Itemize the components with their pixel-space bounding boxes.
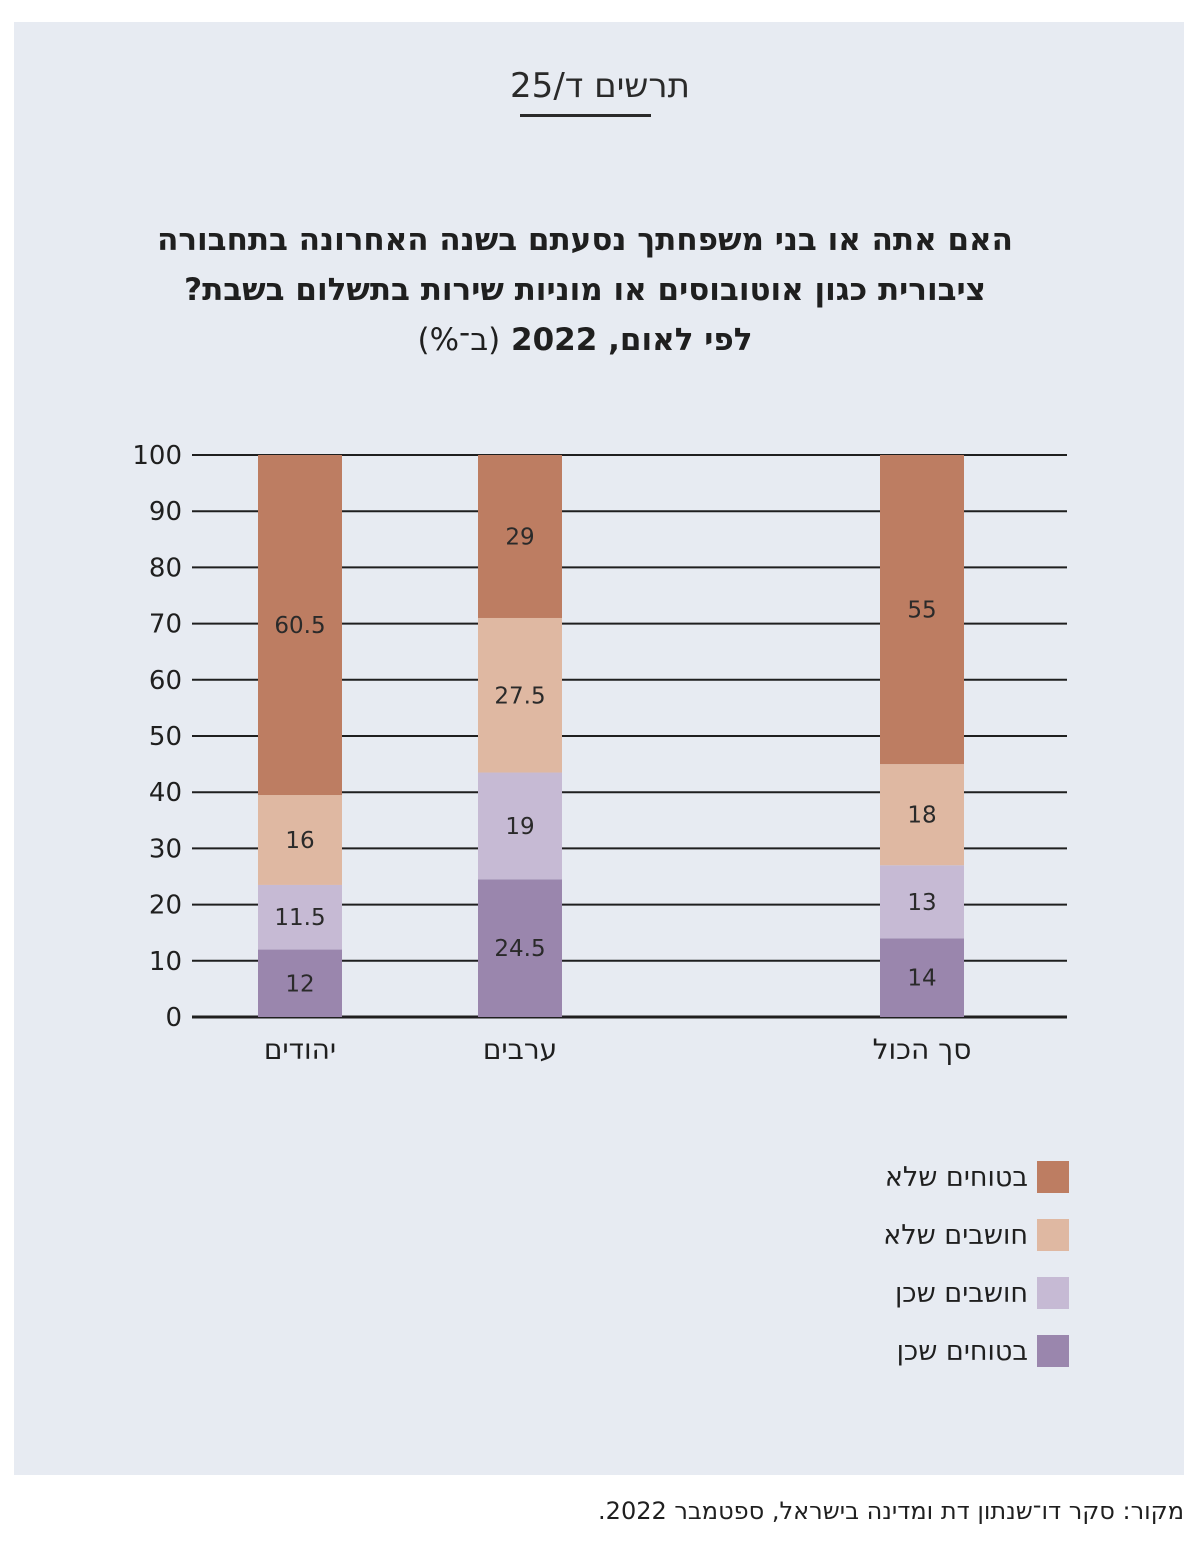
source-note: מקור: סקר דו־שנתון דת ומדינה בישראל, ספט… bbox=[598, 1497, 1184, 1525]
unit-label: (ב־%) bbox=[417, 322, 501, 358]
legend-label: בטוחים שכן bbox=[896, 1335, 1028, 1367]
y-tick-label: 50 bbox=[149, 722, 182, 752]
data-label: 11.5 bbox=[274, 905, 325, 931]
bar-segment bbox=[478, 879, 562, 1017]
y-tick-label: 40 bbox=[149, 778, 182, 808]
bar-segment bbox=[478, 617, 562, 773]
y-tick-label: 70 bbox=[149, 610, 182, 640]
chart-panel bbox=[14, 22, 1184, 1475]
stacked-bar-chart: 12 11.5 16 60.5 יהודים 24.5 19 27.5 29 ערבים 14 13 1… bbox=[132, 441, 1067, 1066]
bar-segment bbox=[478, 772, 562, 880]
labels-layer: 12 11.5 16 60.5 יהודים 24.5 19 27.5 29 ערבים 14 13 1… bbox=[132, 441, 971, 1066]
legend-swatch bbox=[1037, 1161, 1069, 1193]
legend-item: חושבים שלא bbox=[883, 1218, 1069, 1252]
y-tick-label: 100 bbox=[132, 441, 182, 471]
legend-label: חושבים שכן bbox=[894, 1277, 1028, 1309]
bar-segment bbox=[880, 938, 964, 1017]
data-label: 16 bbox=[285, 828, 314, 854]
legend-swatch bbox=[1037, 1335, 1069, 1367]
bar-segment bbox=[880, 865, 964, 939]
data-label: 14 bbox=[907, 966, 936, 992]
data-label: 24.5 bbox=[494, 936, 545, 962]
legend-label: בטוחים שלא bbox=[884, 1161, 1028, 1193]
y-tick-label: 20 bbox=[149, 891, 182, 921]
y-tick-label: 0 bbox=[165, 1003, 182, 1033]
bar-segment bbox=[258, 795, 342, 885]
legend-swatch bbox=[1037, 1219, 1069, 1251]
data-label: 60.5 bbox=[274, 613, 325, 639]
y-tick-label: 30 bbox=[149, 834, 182, 864]
figure-label: תרשים ד/25 bbox=[510, 66, 690, 106]
y-tick-label: 80 bbox=[149, 553, 182, 583]
legend: בטוחים שלא חושבים שלא חושבים שכן בטוחים שכן bbox=[883, 1160, 1069, 1392]
title-line-2: ציבורית כגון אוטובוסים או מוניות שירות ב… bbox=[184, 272, 986, 308]
category-label: סך הכול bbox=[873, 1033, 972, 1066]
category-label: ערבים bbox=[483, 1033, 557, 1066]
subtitle-text: לפי לאום, 2022 bbox=[511, 322, 753, 358]
y-tick-label: 10 bbox=[149, 947, 182, 977]
legend-item: בטוחים שלא bbox=[883, 1160, 1069, 1194]
chart-subtitle: לפי לאום, 2022 (ב־%) bbox=[40, 315, 1130, 365]
data-label: 27.5 bbox=[494, 683, 545, 709]
bar-segment bbox=[258, 455, 342, 796]
bar-segment bbox=[880, 455, 964, 765]
legend-swatch bbox=[1037, 1277, 1069, 1309]
data-label: 12 bbox=[285, 971, 314, 997]
legend-item: בטוחים שכן bbox=[883, 1334, 1069, 1368]
data-label: 13 bbox=[907, 890, 936, 916]
data-label: 29 bbox=[505, 524, 534, 550]
data-label: 18 bbox=[907, 803, 936, 829]
legend-label: חושבים שלא bbox=[883, 1219, 1028, 1251]
bar-segment bbox=[258, 884, 342, 950]
bars-layer bbox=[258, 455, 964, 1017]
data-label: 19 bbox=[505, 814, 534, 840]
figure-label-rule bbox=[520, 114, 651, 117]
legend-item: חושבים שכן bbox=[883, 1276, 1069, 1310]
y-tick-label: 90 bbox=[149, 497, 182, 527]
bar-segment bbox=[478, 455, 562, 618]
chart-title: האם אתה או בני משפחתך נסעתם בשנה האחרונה… bbox=[40, 215, 1130, 365]
bar-segment bbox=[258, 949, 342, 1017]
title-line-1: האם אתה או בני משפחתך נסעתם בשנה האחרונה… bbox=[157, 222, 1013, 258]
y-tick-label: 60 bbox=[149, 666, 182, 696]
bar-segment bbox=[880, 764, 964, 866]
category-label: יהודים bbox=[264, 1033, 336, 1066]
data-label: 55 bbox=[907, 598, 936, 624]
